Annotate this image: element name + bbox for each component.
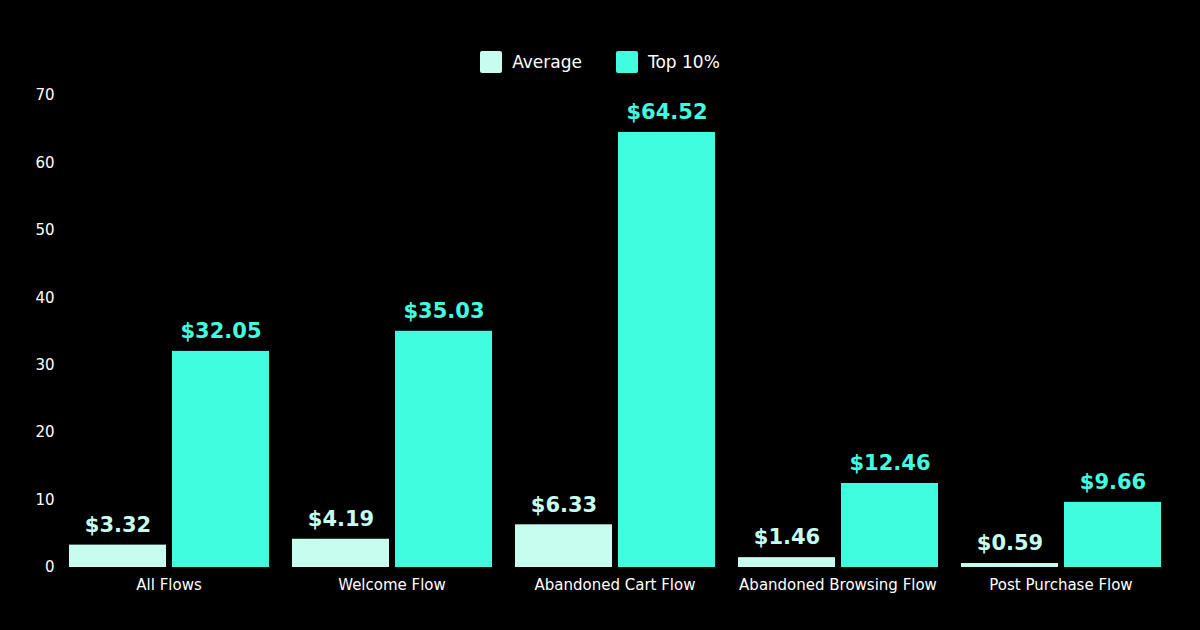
svg-text:$9.66: $9.66	[1080, 470, 1146, 494]
svg-text:$1.46: $1.46	[754, 525, 820, 549]
svg-text:$0.59: $0.59	[977, 531, 1043, 555]
svg-text:All Flows: All Flows	[136, 576, 202, 594]
svg-text:0: 0	[45, 558, 55, 576]
svg-text:Abandoned Cart Flow: Abandoned Cart Flow	[535, 576, 696, 594]
svg-text:70: 70	[35, 86, 54, 104]
svg-text:Post Purchase Flow: Post Purchase Flow	[989, 576, 1132, 594]
svg-text:50: 50	[35, 221, 54, 239]
svg-text:30: 30	[35, 356, 54, 374]
svg-text:$4.19: $4.19	[308, 507, 374, 531]
html-text:Top 10%: Top 10%	[648, 52, 720, 72]
svg-text:$64.52: $64.52	[626, 100, 707, 124]
svg-text:$12.46: $12.46	[849, 451, 930, 475]
svg-text:Welcome Flow: Welcome Flow	[338, 576, 446, 594]
svg-text:$32.05: $32.05	[180, 319, 261, 343]
svg-text:60: 60	[35, 154, 54, 172]
svg-text:40: 40	[35, 289, 54, 307]
svg-text:Abandoned Browsing Flow: Abandoned Browsing Flow	[739, 576, 937, 594]
svg-text:$35.03: $35.03	[403, 299, 484, 323]
svg-text:$3.32: $3.32	[85, 513, 151, 537]
html-text:Average: Average	[512, 52, 582, 72]
svg-text:10: 10	[35, 491, 54, 509]
svg-text:$6.33: $6.33	[531, 493, 597, 517]
svg-text:20: 20	[35, 423, 54, 441]
